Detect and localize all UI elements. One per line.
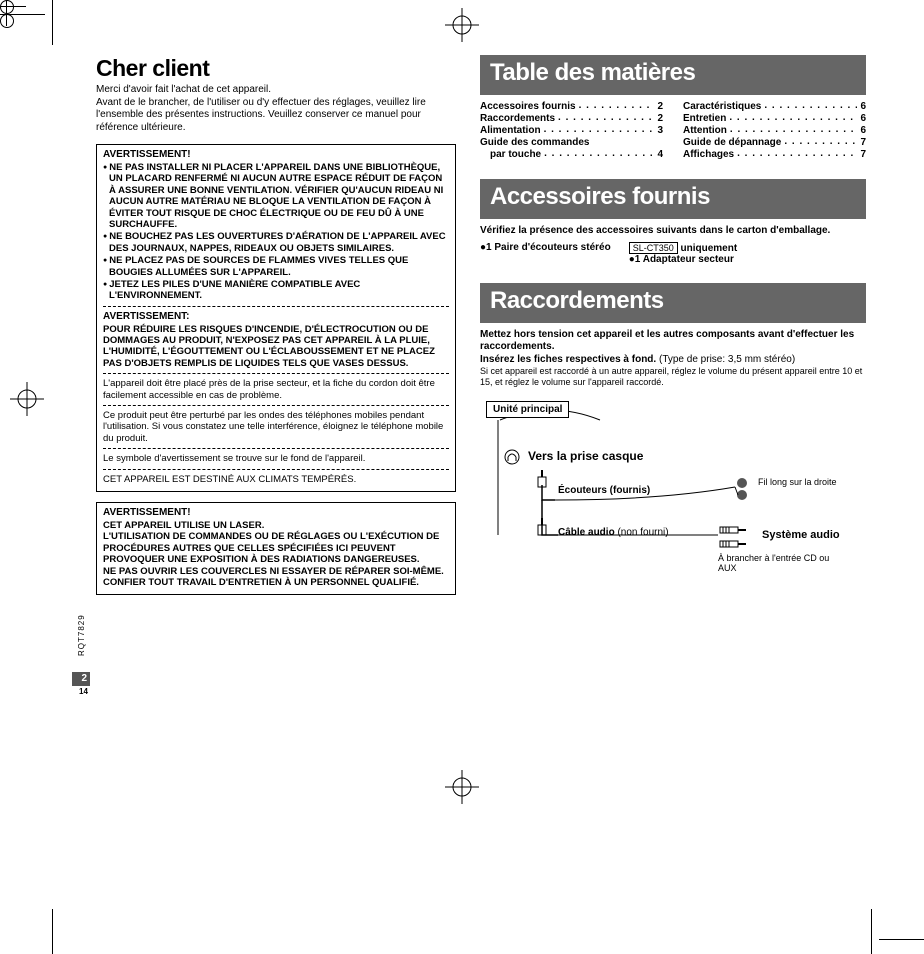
doc-code: RQT7829 [77,614,86,656]
registration-mark [445,8,479,42]
accessory-note: uniquement [681,243,738,254]
accessory-item: 1 Paire d'écouteurs stéréo [486,242,611,253]
diagram-wire-note: Fil long sur la droite [758,477,838,487]
separator [103,306,449,307]
warning-bullet: JETEZ LES PILES D'UNE MANIÈRE COMPATIBLE… [109,279,449,302]
warning-bullet: NE PAS INSTALLER NI PLACER L'APPAREIL DA… [109,162,449,230]
accessories-list: ●1 Paire d'écouteurs stéréo SL-CT350 uni… [480,242,866,265]
registration-mark [445,770,479,804]
diagram-cable-label: Câble audio (non fourni) [558,527,669,538]
page-sub-number: 14 [79,687,88,696]
diagram-jack-label: Vers la prise casque [528,449,643,463]
connections-title: Raccordements [490,287,856,315]
toc-entry: Attention6 [683,125,866,136]
separator [103,373,449,374]
accessories-title: Accessoires fournis [490,183,856,211]
greeting-title: Cher client [96,55,456,82]
toc-entry: Guide de dépannage7 [683,137,866,148]
warning-line: CET APPAREIL UTILISE UN LASER. [103,520,449,531]
toc-entry: Affichages7 [683,149,866,160]
toc-title: Table des matières [490,59,856,87]
toc-entry: Entretien6 [683,113,866,124]
toc-header: Table des matières [480,55,866,95]
accessories-intro: Vérifiez la présence des accessoires sui… [480,225,866,238]
accessories-header: Accessoires fournis [480,179,866,219]
connections-p2: Insérez les fiches respectives à fond. (… [480,354,866,367]
left-column: Cher client Merci d'avoir fait l'achat d… [96,55,456,605]
crop-mark [879,939,924,940]
connections-p3: Si cet appareil est raccordé à un autre … [480,366,866,389]
diagram-plug-note: À brancher à l'entrée CD ou AUX [718,553,838,573]
toc-entry: Accessoires fournis2 [480,101,663,112]
warning-line: L'UTILISATION DE COMMANDES OU DE RÉGLAGE… [103,531,449,565]
crop-mark [0,0,14,14]
intro-line: Avant de le brancher, de l'utiliser ou d… [96,97,426,133]
warning-box-1: AVERTISSEMENT! NE PAS INSTALLER NI PLACE… [96,144,456,492]
crop-mark [0,14,14,28]
connections-p1: Mettez hors tension cet appareil et les … [480,329,866,354]
right-column: Table des matières Accessoires fournis2R… [480,55,866,605]
connection-diagram: Unité principal Vers la prise casque Éco… [480,395,866,595]
model-badge: SL-CT350 [629,242,678,254]
toc-entry: Raccordements2 [480,113,663,124]
warning-title: AVERTISSEMENT! [103,149,449,161]
diagram-unit-label: Unité principal [486,401,569,418]
crop-mark [52,0,53,45]
separator [103,448,449,449]
diagram-system-label: Système audio [762,529,840,541]
warning-note: Ce produit peut être perturbé par les on… [103,410,449,444]
warning-bullet: NE BOUCHEZ PAS LES OUVERTURES D'AÉRATION… [109,231,449,254]
warning-note: L'appareil doit être placé près de la pr… [103,378,449,401]
toc-entry: Caractéristiques6 [683,101,866,112]
table-of-contents: Accessoires fournis2Raccordements2Alimen… [480,101,866,161]
separator [103,405,449,406]
toc-entry: par touche4 [480,149,663,160]
page-number: 2 [72,672,90,686]
warning-paragraph: POUR RÉDUIRE LES RISQUES D'INCENDIE, D'É… [103,324,449,370]
warning-box-2: AVERTISSEMENT! CET APPAREIL UTILISE UN L… [96,502,456,595]
toc-entry: Guide des commandes [480,137,663,148]
registration-mark [10,382,44,416]
crop-mark [52,909,53,954]
warning-title: AVERTISSEMENT! [103,507,449,519]
separator [103,469,449,470]
warning-bullet: NE PLACEZ PAS DE SOURCES DE FLAMMES VIVE… [109,255,449,278]
warning-note: CET APPAREIL EST DESTINÉ AUX CLIMATS TEM… [103,474,449,485]
intro-text: Merci d'avoir fait l'achat de cet appare… [96,84,456,134]
intro-line: Merci d'avoir fait l'achat de cet appare… [96,84,271,95]
warning-title: AVERTISSEMENT: [103,311,449,323]
accessory-item: 1 Adaptateur secteur [635,254,734,265]
toc-entry: Alimentation3 [480,125,663,136]
diagram-earphones-label: Écouteurs (fournis) [558,485,650,496]
connections-header: Raccordements [480,283,866,323]
warning-note: Le symbole d'avertissement se trouve sur… [103,453,449,464]
warning-line: NE PAS OUVRIR LES COUVERCLES NI ESSAYER … [103,566,449,589]
crop-mark [871,909,872,954]
